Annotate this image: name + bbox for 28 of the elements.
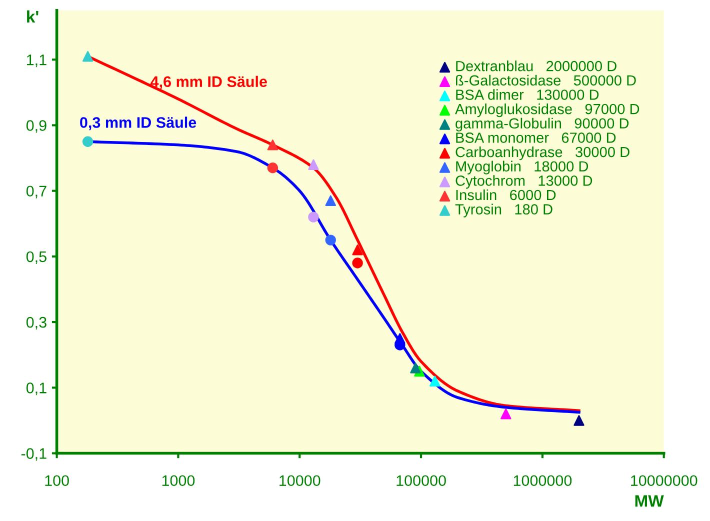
legend-label: Myoglobin 18000 D — [456, 160, 588, 174]
x-tick-label: 1000 — [162, 475, 195, 486]
legend-label: gamma-Globulin 90000 D — [456, 118, 629, 132]
x-tick-label: 10000000 — [631, 475, 698, 486]
y-tick-label: 0,7 — [26, 186, 46, 198]
series-label: 4,6 mm ID Säule — [150, 76, 267, 90]
x-tick-label: 1000000 — [514, 475, 572, 486]
legend-label: BSA monomer 67000 D — [456, 132, 616, 143]
legend-label: Cytochrom 13000 D — [456, 175, 592, 189]
x-tick-label: 100000 — [396, 475, 446, 486]
x-axis-title: MW — [635, 495, 664, 507]
y-tick-label: -0,1 — [21, 448, 46, 461]
legend-label: Carboanhydrase 30000 D — [456, 146, 630, 160]
legend-label: ß-Galactosidase 500000 D — [456, 74, 636, 86]
y-tick-label: 0,1 — [26, 382, 46, 396]
y-tick-label: 0,3 — [26, 316, 46, 330]
y-tick-label: 0,9 — [26, 120, 46, 133]
x-tick-label: 10000 — [280, 475, 320, 486]
legend-label: Dextranblau 2000000 D — [456, 60, 616, 72]
x-tick-label: 100 — [45, 475, 69, 486]
y-tick-label: 0,5 — [26, 251, 46, 264]
legend-label: Insulin 6000 D — [456, 189, 556, 200]
legend-label: BSA dimer 130000 D — [456, 89, 599, 100]
y-axis-title: k' — [27, 10, 38, 22]
legend-label: Amyloglukosidase 97000 D — [455, 104, 640, 118]
series-label: 0,3 mm ID Säule — [80, 116, 196, 130]
legend-label: Tyrosin 180 D — [455, 204, 552, 218]
y-tick-label: 1,1 — [27, 54, 46, 68]
